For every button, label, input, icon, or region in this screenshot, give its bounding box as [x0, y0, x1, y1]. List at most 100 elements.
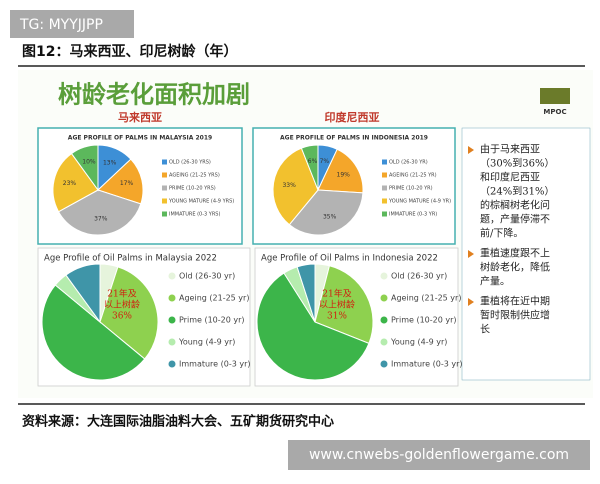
chart-title: Age Profile of Oil Palms in Malaysia 202… [44, 254, 217, 264]
bullet-text: 题，产量停滞不 [480, 213, 550, 226]
chart-title: Age Profile of Oil Palms in Indonesia 20… [261, 254, 438, 264]
logo: MPOC [543, 108, 566, 116]
value-label: 19% [337, 172, 351, 179]
bullet-text: （24%到31%） [480, 186, 554, 198]
legend-label: Prime (10-20 yr) [179, 316, 245, 325]
bullet-text: 的棕榈树老化问 [480, 199, 550, 212]
legend-label: OLD (26-30 YR) [389, 160, 428, 166]
bullet-text: 重植速度跟不上 [480, 247, 550, 260]
pie-slice [52, 152, 99, 213]
value-label: 7% [320, 158, 330, 165]
bullet-text: 由于马来西亚 [480, 143, 540, 156]
pie-slice [41, 284, 146, 381]
legend-swatch [168, 360, 176, 368]
bullet-arrow [468, 298, 474, 306]
legend-label: AGEING (21-25 YR) [389, 173, 437, 179]
legend-swatch [168, 338, 176, 346]
bullet-text: 重植将在近中期 [480, 295, 550, 308]
pie-slice [300, 144, 319, 191]
pie-slice [99, 266, 159, 360]
logo-icon [540, 88, 570, 104]
annotation: 21年及 [107, 288, 136, 300]
legend-swatch [168, 272, 176, 280]
legend-label: Ageing (21-25 yr) [179, 294, 249, 303]
value-label: 10% [82, 159, 96, 166]
bullet-panel [461, 127, 591, 381]
legend-label: Prime (10-20 yr) [391, 316, 457, 325]
legend-swatch [162, 159, 167, 165]
bullet-text: 树龄老化，降低 [480, 261, 550, 274]
legend-swatch [380, 338, 388, 346]
legend-label: Young (4-9 yr) [178, 338, 235, 347]
bullet-text: （30%到36%） [480, 158, 554, 170]
value-label: 13% [103, 160, 117, 167]
legend-swatch [168, 316, 176, 324]
value-label: 37% [94, 216, 108, 223]
legend-label: IMMATURE (0-3 YRS) [169, 212, 220, 218]
legend-swatch [382, 172, 387, 178]
chart-title: AGE PROFILE OF PALMS IN INDONESIA 2019 [280, 135, 428, 142]
legend-swatch [380, 272, 388, 280]
figure-title: 图12：马来西亚、印尼树龄（年） [22, 43, 237, 60]
legend-label: YOUNG MATURE (4-9 YR) [388, 199, 451, 205]
bullet-text: 暂时限制供应增 [480, 309, 550, 322]
pie-slice [97, 158, 144, 205]
value-label: 6% [308, 158, 318, 165]
value-label: 17% [120, 180, 134, 187]
pie-slice [70, 144, 99, 192]
pie-slice [296, 263, 316, 323]
legend-label: OLD (26-30 YRS) [169, 160, 211, 166]
annotation: 36% [112, 312, 132, 322]
legend-swatch [162, 185, 167, 191]
legend-swatch [380, 294, 388, 302]
legend-swatch [162, 172, 167, 178]
legend-swatch [162, 198, 167, 204]
pie-slice [65, 263, 101, 324]
value-label: 35% [323, 213, 337, 220]
legend-swatch [168, 294, 176, 302]
watermark: www.cnwebs-goldenflowergame.com [309, 447, 569, 463]
region-label: 印度尼西亚 [325, 110, 380, 124]
annotation: 以上树龄 [104, 299, 140, 311]
bullet-arrow [468, 250, 474, 258]
annotation: 以上树龄 [319, 299, 355, 311]
legend-swatch [380, 316, 388, 324]
legend-label: Immature (0-3 yr) [391, 360, 463, 369]
legend-label: YOUNG MATURE (4-9 YRS) [168, 199, 234, 205]
pie-slice [256, 272, 370, 381]
legend-label: Young (4-9 yr) [390, 338, 447, 347]
bullet-text: 前/下降。 [480, 227, 523, 240]
pie-slice [288, 189, 364, 236]
legend-swatch [382, 198, 387, 204]
legend-swatch [382, 211, 387, 217]
legend-swatch [382, 185, 387, 191]
tag-box [10, 10, 134, 38]
bullet-text: 和印度尼西亚 [480, 171, 540, 184]
legend-label: PRIME (10-20 YR) [389, 186, 433, 192]
legend-label: Immature (0-3 yr) [179, 360, 251, 369]
chart-title: AGE PROFILE OF PALMS IN MALAYSIA 2019 [68, 135, 212, 142]
legend-label: IMMATURE (0-3 YR) [389, 212, 437, 218]
source: 资料来源：大连国际油脂油料大会、五矿期货研究中心 [22, 414, 334, 430]
region-label: 马来西亚 [118, 110, 162, 124]
tag: TG: MYYJJPP [19, 17, 103, 33]
legend-label: Old (26-30 yr) [391, 272, 447, 281]
pie-slice [314, 265, 374, 345]
pie-slice [57, 189, 142, 236]
legend-label: Old (26-30 yr) [179, 272, 235, 281]
legend-label: AGEING (21-25 YRS) [169, 173, 220, 179]
pie-slice [272, 147, 319, 226]
bullet-text: 产量。 [480, 275, 510, 288]
bullet-text: 长 [480, 324, 490, 336]
legend-swatch [382, 159, 387, 165]
bullet-arrow [468, 146, 474, 154]
legend-swatch [380, 360, 388, 368]
legend-swatch [162, 211, 167, 217]
annotation: 21年及 [322, 288, 351, 300]
legend-label: PRIME (10-20 YRS) [169, 186, 216, 192]
value-label: 23% [63, 180, 77, 187]
slide-title: 树龄老化面积加剧 [58, 80, 250, 109]
annotation: 31% [327, 312, 347, 322]
watermark-box [288, 440, 590, 470]
